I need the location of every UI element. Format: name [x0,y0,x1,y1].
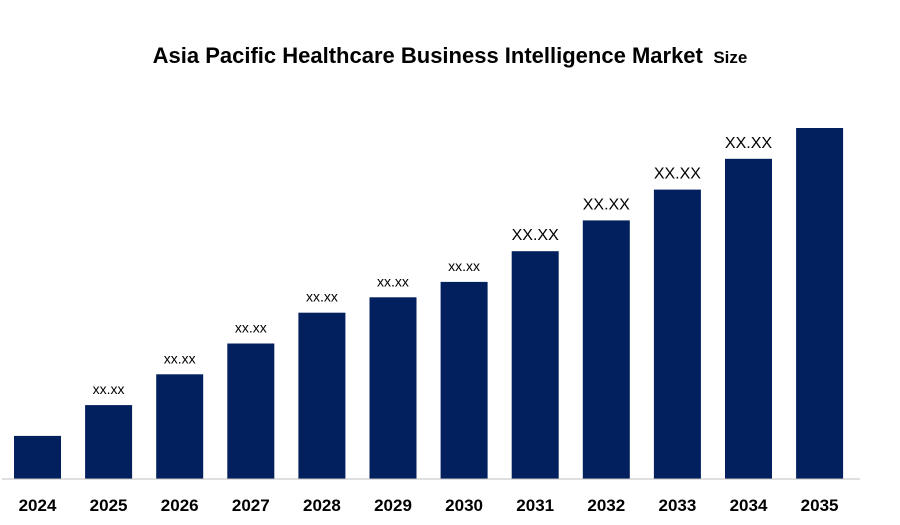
data-label-2028: xx.xx [306,289,338,305]
x-tick-label-2031: 2031 [516,496,554,515]
x-tick-label-2032: 2032 [587,496,625,515]
data-label-2027: xx.xx [235,320,267,336]
x-tick-label-2025: 2025 [90,496,128,515]
data-label-2029: xx.xx [377,273,409,289]
x-tick-label-2034: 2034 [730,496,768,515]
x-tick-label-2026: 2026 [161,496,199,515]
data-label-2034: XX.XX [725,135,772,152]
bar-2032 [582,220,630,479]
x-tick-label-2028: 2028 [303,496,341,515]
bar-2033 [653,189,701,479]
x-tick-labels-group: 2024 2025 2026 2027 2028 2029 2030 2031 2032 2033… [19,496,839,515]
x-tick-label-2024: 2024 [19,496,57,515]
x-tick-label-2030: 2030 [445,496,483,515]
bars-group [14,128,844,480]
data-labels-group: xx.xx xx.xx xx.xx xx.xx xx.xx xx.xx XX.XX XX.XX… [93,135,773,397]
chart-title-suffix: Size [713,48,747,67]
bar-2027 [227,343,275,479]
bar-2031 [511,251,559,479]
x-tick-label-2033: 2033 [658,496,696,515]
data-label-2031: XX.XX [512,227,559,244]
bar-2035 [796,128,844,479]
x-tick-label-2035: 2035 [801,496,839,515]
bar-2028 [298,312,346,479]
chart-title-main: Asia Pacific Healthcare Business Intelli… [153,43,704,68]
bar-2034 [725,158,772,480]
x-tick-label-2027: 2027 [232,496,270,515]
bar-2024 [14,435,61,479]
bar-2025 [85,405,133,479]
bar-2029 [369,297,417,479]
data-label-2026: xx.xx [164,350,196,366]
chart-title: Asia Pacific Healthcare Business Intelli… [153,43,748,68]
data-label-2032: XX.XX [583,196,630,213]
data-label-2033: XX.XX [654,166,701,183]
data-label-2025: xx.xx [93,381,125,397]
x-tick-label-2029: 2029 [374,496,412,515]
bar-2030 [440,281,488,479]
bar-2026 [156,374,204,479]
data-label-2030: xx.xx [448,258,480,274]
